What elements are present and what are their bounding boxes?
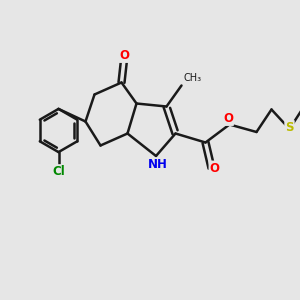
Text: CH₃: CH₃: [183, 73, 201, 83]
Text: O: O: [223, 112, 233, 125]
Text: O: O: [209, 161, 220, 175]
Text: Cl: Cl: [52, 165, 65, 178]
Text: O: O: [119, 49, 130, 62]
Text: NH: NH: [148, 158, 167, 172]
Text: S: S: [285, 121, 294, 134]
